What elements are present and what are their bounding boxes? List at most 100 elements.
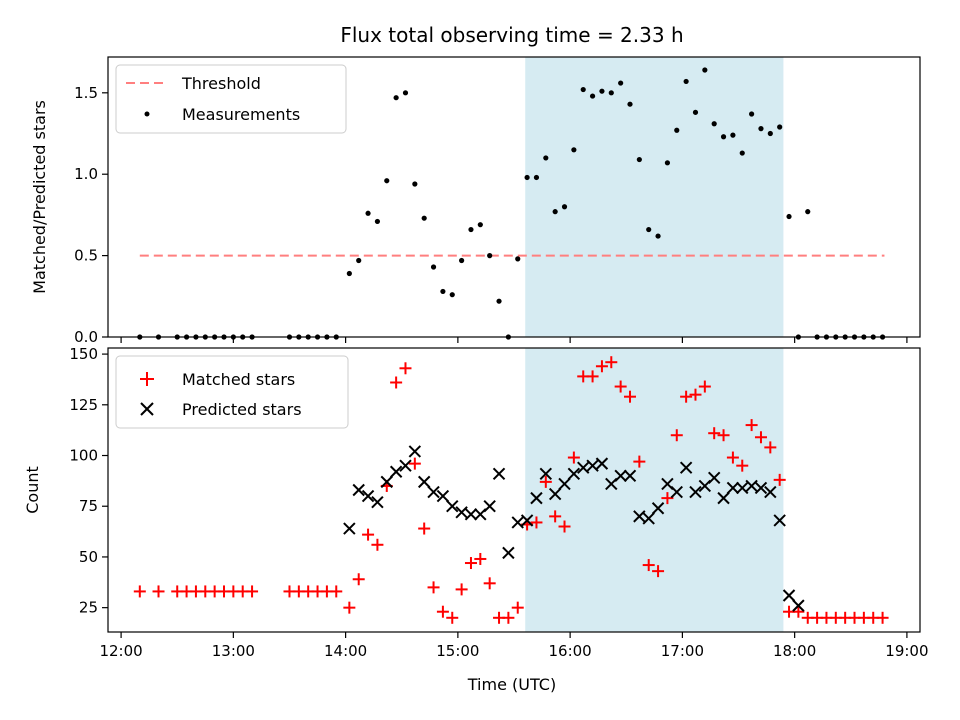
matched-star-marker: [754, 431, 767, 444]
matched-star-marker: [773, 473, 786, 486]
predicted-star-marker: [586, 459, 599, 472]
measurement-point: [777, 124, 783, 130]
bottom-y-ticks: 25 50 75 100 125 150: [69, 345, 108, 617]
predicted-star-marker: [408, 445, 422, 458]
predicted-star-marker: [726, 481, 740, 495]
legend-predicted-label: Predicted stars: [182, 400, 302, 419]
x-tick-label: 19:00: [885, 642, 928, 660]
matched-star-marker: [549, 510, 562, 523]
bottom-markers-group: [133, 356, 889, 624]
measurement-point: [374, 218, 381, 225]
predicted-star-marker: [548, 487, 562, 501]
top-axes-frame: [107, 56, 921, 338]
x-tick-label: 16:00: [549, 642, 592, 660]
legend-threshold-label: Threshold: [181, 74, 261, 93]
predicted-star-marker: [707, 471, 721, 485]
matched-star-marker: [670, 429, 683, 442]
matched-star-marker: [642, 559, 655, 572]
matched-star-marker: [343, 601, 356, 614]
matched-star-marker: [246, 585, 259, 598]
matched-star-marker: [455, 583, 468, 596]
measurement-point: [384, 178, 390, 184]
matched-star-marker: [717, 429, 730, 442]
predicted-star-marker: [446, 500, 459, 513]
measurement-point: [393, 95, 399, 101]
measurement-point: [402, 90, 409, 96]
predicted-star-marker: [764, 485, 777, 499]
predicted-star-marker: [679, 461, 693, 474]
measurement-point: [646, 226, 652, 233]
x-tick-label: 18:00: [773, 642, 816, 660]
measurement-point: [702, 67, 708, 73]
matched-star-marker: [446, 611, 459, 624]
top-x-ticks: [120, 337, 908, 343]
y-tick-label: 0.0: [74, 328, 98, 346]
predicted-star-marker: [651, 502, 665, 515]
legend-predicted-swatch: [140, 402, 154, 416]
matched-star-marker: [133, 585, 146, 598]
predicted-star-marker: [389, 465, 403, 478]
predicted-star-marker: [436, 489, 450, 503]
matched-star-marker: [726, 451, 739, 464]
matched-star-marker: [390, 376, 403, 389]
measurement-point: [580, 86, 586, 93]
matched-star-marker: [876, 611, 889, 624]
top-legend-box: [115, 64, 347, 134]
measurement-point: [515, 256, 521, 262]
measurement-point: [440, 288, 446, 295]
matched-star-marker: [408, 457, 421, 470]
measurement-point: [561, 204, 568, 210]
predicted-star-marker: [483, 500, 496, 513]
matched-star-marker: [736, 459, 749, 472]
predicted-star-marker: [595, 457, 609, 470]
matched-star-marker: [689, 388, 702, 401]
predicted-star-marker: [773, 514, 786, 527]
chart-title: Flux total observing time = 2.33 h: [340, 23, 683, 47]
y-tick-label: 75: [79, 497, 98, 515]
measurement-point: [421, 215, 427, 221]
measurement-point: [692, 109, 699, 115]
measurement-point: [636, 156, 642, 163]
y-tick-label: 125: [69, 396, 98, 414]
measurement-point: [533, 174, 540, 181]
y-tick-label: 25: [79, 599, 98, 617]
predicted-star-marker: [502, 546, 515, 560]
x-tick-label: 15:00: [436, 642, 479, 660]
predicted-star-marker: [633, 510, 646, 523]
matched-star-marker: [399, 362, 412, 375]
bottom-legend: Matched stars Predicted stars: [115, 355, 349, 429]
measurement-point: [627, 101, 633, 107]
top-y-axis-label: Matched/Predicted stars: [30, 100, 49, 294]
predicted-star-marker: [352, 483, 365, 497]
predicted-star-marker: [782, 589, 796, 602]
measurement-point: [674, 127, 680, 133]
matched-star-marker: [652, 565, 665, 578]
x-tick-label: 14:00: [324, 642, 367, 660]
matched-star-marker: [708, 427, 721, 440]
predicted-star-marker: [427, 485, 440, 499]
bottom-x-ticks: 12:00 13:00 14:00 15:00 16:00 17:00 18:00 19:00: [99, 632, 929, 660]
matched-star-marker: [371, 538, 384, 551]
predicted-star-marker: [455, 506, 468, 519]
y-tick-label: 1.5: [74, 84, 98, 102]
measurement-point: [739, 150, 745, 156]
measurement-point: [683, 78, 689, 85]
matched-star-marker: [483, 577, 496, 590]
matched-star-marker: [464, 557, 477, 570]
measurement-point: [459, 257, 465, 264]
legend-measurements-swatch: [144, 111, 150, 117]
matched-star-marker: [633, 455, 646, 468]
matched-star-marker: [530, 516, 543, 529]
measurement-point: [468, 226, 474, 233]
matched-star-marker: [502, 611, 515, 624]
y-tick-label: 1.0: [74, 165, 98, 183]
y-tick-label: 100: [69, 447, 98, 465]
y-tick-label: 150: [69, 345, 98, 363]
measurement-point: [430, 264, 437, 270]
top-panel: 0.0 0.5 1.0 1.5 Matched/Predicted stars Thr…: [30, 56, 921, 346]
predicted-star-marker: [371, 495, 384, 509]
matched-star-marker: [698, 380, 711, 393]
measurement-point: [524, 174, 530, 181]
predicted-star-marker: [464, 508, 478, 521]
matched-star-marker: [330, 585, 343, 598]
